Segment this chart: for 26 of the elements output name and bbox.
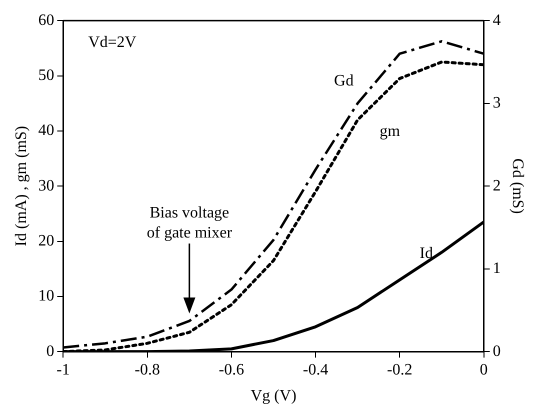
y-tick-label: 50 (38, 66, 54, 84)
annotation: Vd=2V (88, 34, 137, 51)
y-axis-title: Id (mA) , gm (mS) (12, 126, 30, 246)
x-axis-title: Vg (V) (250, 388, 296, 405)
y2-tick-label: 4 (492, 12, 501, 29)
y2-tick-label: 1 (492, 260, 501, 278)
x-tick-label: -0.6 (218, 361, 244, 378)
annotation: Bias voltage of gate mixer (146, 204, 233, 242)
y2-tick-label: 0 (492, 342, 501, 360)
y-tick-label: 30 (38, 177, 54, 194)
y2-tick-label: 2 (492, 177, 501, 194)
series-label: Id (420, 245, 434, 262)
series-label: gm (380, 123, 401, 140)
y-tick-label: 20 (38, 232, 54, 250)
x-tick-label: -1 (56, 361, 70, 378)
x-tick-label: -0.4 (302, 361, 328, 378)
y-tick-label: 10 (38, 288, 54, 305)
y2-axis-title: Gd (mS) (509, 158, 526, 214)
y-tick-label: 60 (38, 12, 54, 29)
series-label: Gd (334, 72, 354, 90)
y-tick-label: 0 (46, 342, 54, 360)
y-tick-label: 40 (38, 122, 54, 140)
x-tick-label: 0 (480, 361, 488, 378)
x-tick-label: -0.2 (387, 361, 412, 378)
x-tick-label: -0.8 (134, 361, 160, 378)
y2-tick-label: 3 (492, 94, 501, 112)
